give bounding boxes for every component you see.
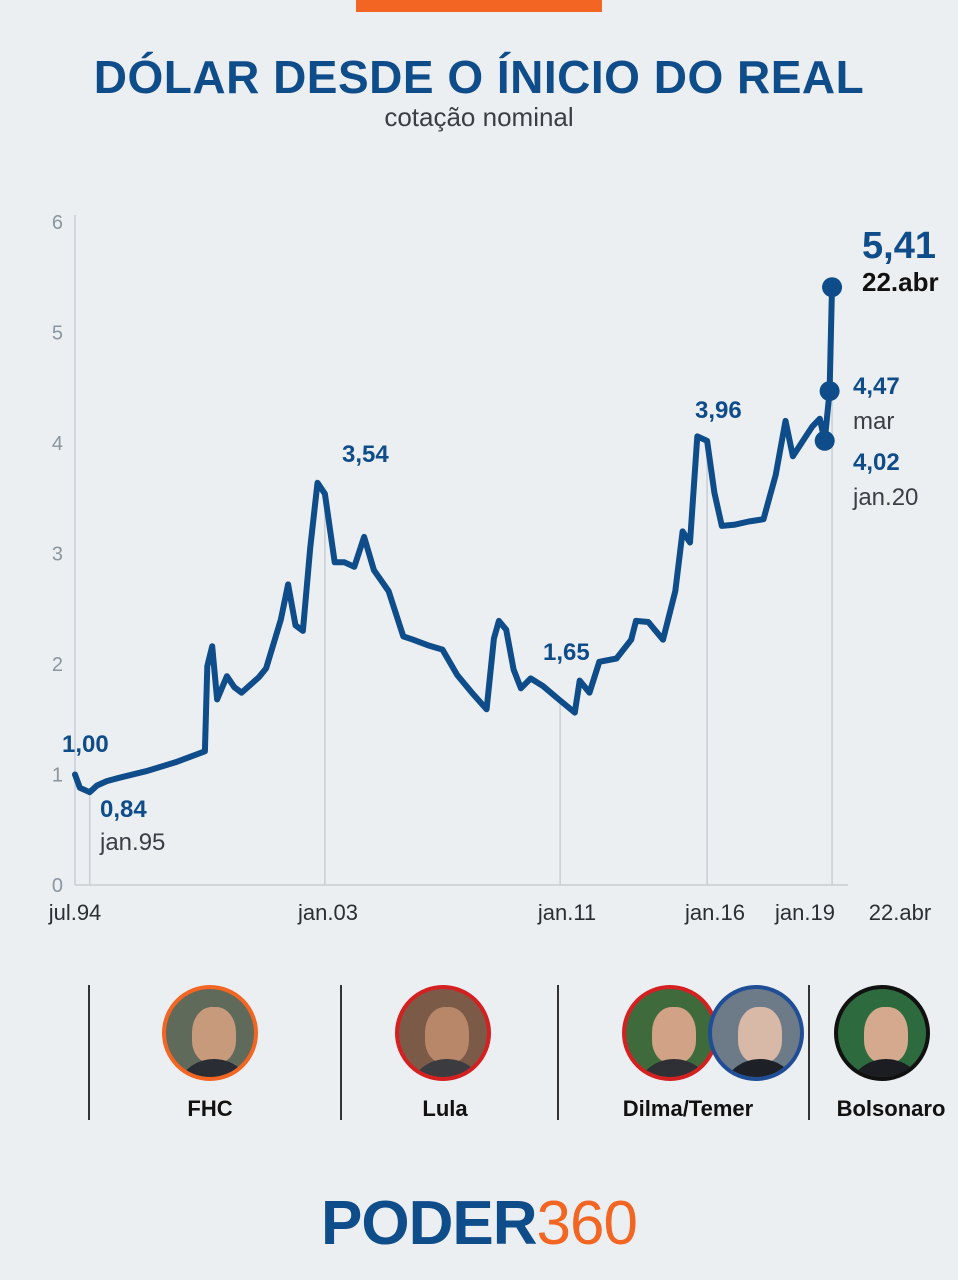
annotation-value: 0,84 xyxy=(100,796,147,823)
annotation-date: mar xyxy=(853,408,894,435)
chart-title: DÓLAR DESDE O ÍNICIO DO REAL xyxy=(93,51,865,103)
dilma-suit xyxy=(634,1059,714,1077)
dilma-face xyxy=(652,1007,696,1063)
poder360-logo: PODER360 xyxy=(0,1188,958,1259)
highlight-point xyxy=(819,381,840,402)
term-divider-lula xyxy=(340,985,342,1120)
bolsonaro-photo xyxy=(834,985,930,1081)
lula-suit xyxy=(407,1059,487,1077)
y-tick-label: 3 xyxy=(52,544,63,566)
president-name-bolsonaro: Bolsonaro xyxy=(836,1096,946,1121)
president-name-lula: Lula xyxy=(422,1096,468,1121)
president-name-fhc: FHC xyxy=(187,1096,233,1121)
x-tick-label: jan.19 xyxy=(774,900,835,925)
annotation-value: 3,54 xyxy=(342,441,389,468)
fhc-photo xyxy=(162,985,258,1081)
term-divider-bolsonaro xyxy=(808,985,810,1120)
temer-suit xyxy=(720,1059,800,1077)
highlight-point xyxy=(814,430,835,451)
x-tick-label: 22.abr xyxy=(869,900,931,925)
term-divider-dilma xyxy=(557,985,559,1120)
accent-top-bar xyxy=(356,0,602,12)
annotation-value: 4,02 xyxy=(853,449,900,476)
annotation-value: 1,65 xyxy=(543,639,590,666)
fhc-suit xyxy=(174,1059,254,1077)
x-tick-label: jan.03 xyxy=(297,900,358,925)
term-divider-fhc xyxy=(88,985,90,1120)
chart-subtitle: cotação nominal xyxy=(384,102,574,132)
y-tick-label: 2 xyxy=(52,654,63,676)
fhc-face xyxy=(192,1007,236,1063)
annotation-value: 1,00 xyxy=(62,731,109,758)
annotation-value: 3,96 xyxy=(695,397,742,424)
x-tick-label: jul.94 xyxy=(48,900,102,925)
temer-face xyxy=(738,1007,782,1063)
y-tick-label: 0 xyxy=(52,875,63,897)
annotation-value-latest: 5,41 xyxy=(862,225,936,267)
annotation-date: jan.95 xyxy=(99,829,165,856)
y-tick-label: 5 xyxy=(52,323,63,345)
bolsonaro-face xyxy=(864,1007,908,1063)
annotation-value: 4,47 xyxy=(853,373,900,400)
dollar-line-chart: 0 1 2 3 4 5 6 jul.94 jan.03 jan.11 jan.16 jan.19 22.… xyxy=(48,212,939,925)
annotation-date-latest: 22.abr xyxy=(862,267,939,297)
annotation-date: jan.20 xyxy=(852,484,918,511)
temer-photo xyxy=(708,985,804,1081)
logo-part-360: 360 xyxy=(536,1189,638,1258)
lula-photo xyxy=(395,985,491,1081)
dilma-photo xyxy=(622,985,718,1081)
bolsonaro-suit xyxy=(846,1059,926,1077)
y-tick-label: 6 xyxy=(52,212,63,234)
logo-part-poder: PODER xyxy=(321,1189,537,1258)
x-tick-label: jan.11 xyxy=(537,900,596,925)
lula-face xyxy=(425,1007,469,1063)
series-line-dolar xyxy=(72,284,835,796)
highlight-point xyxy=(822,277,843,298)
y-tick-label: 1 xyxy=(52,765,63,787)
y-tick-label: 4 xyxy=(52,433,63,455)
x-tick-label: jan.16 xyxy=(684,900,745,925)
president-name-dilma-temer: Dilma/Temer xyxy=(622,1096,754,1121)
